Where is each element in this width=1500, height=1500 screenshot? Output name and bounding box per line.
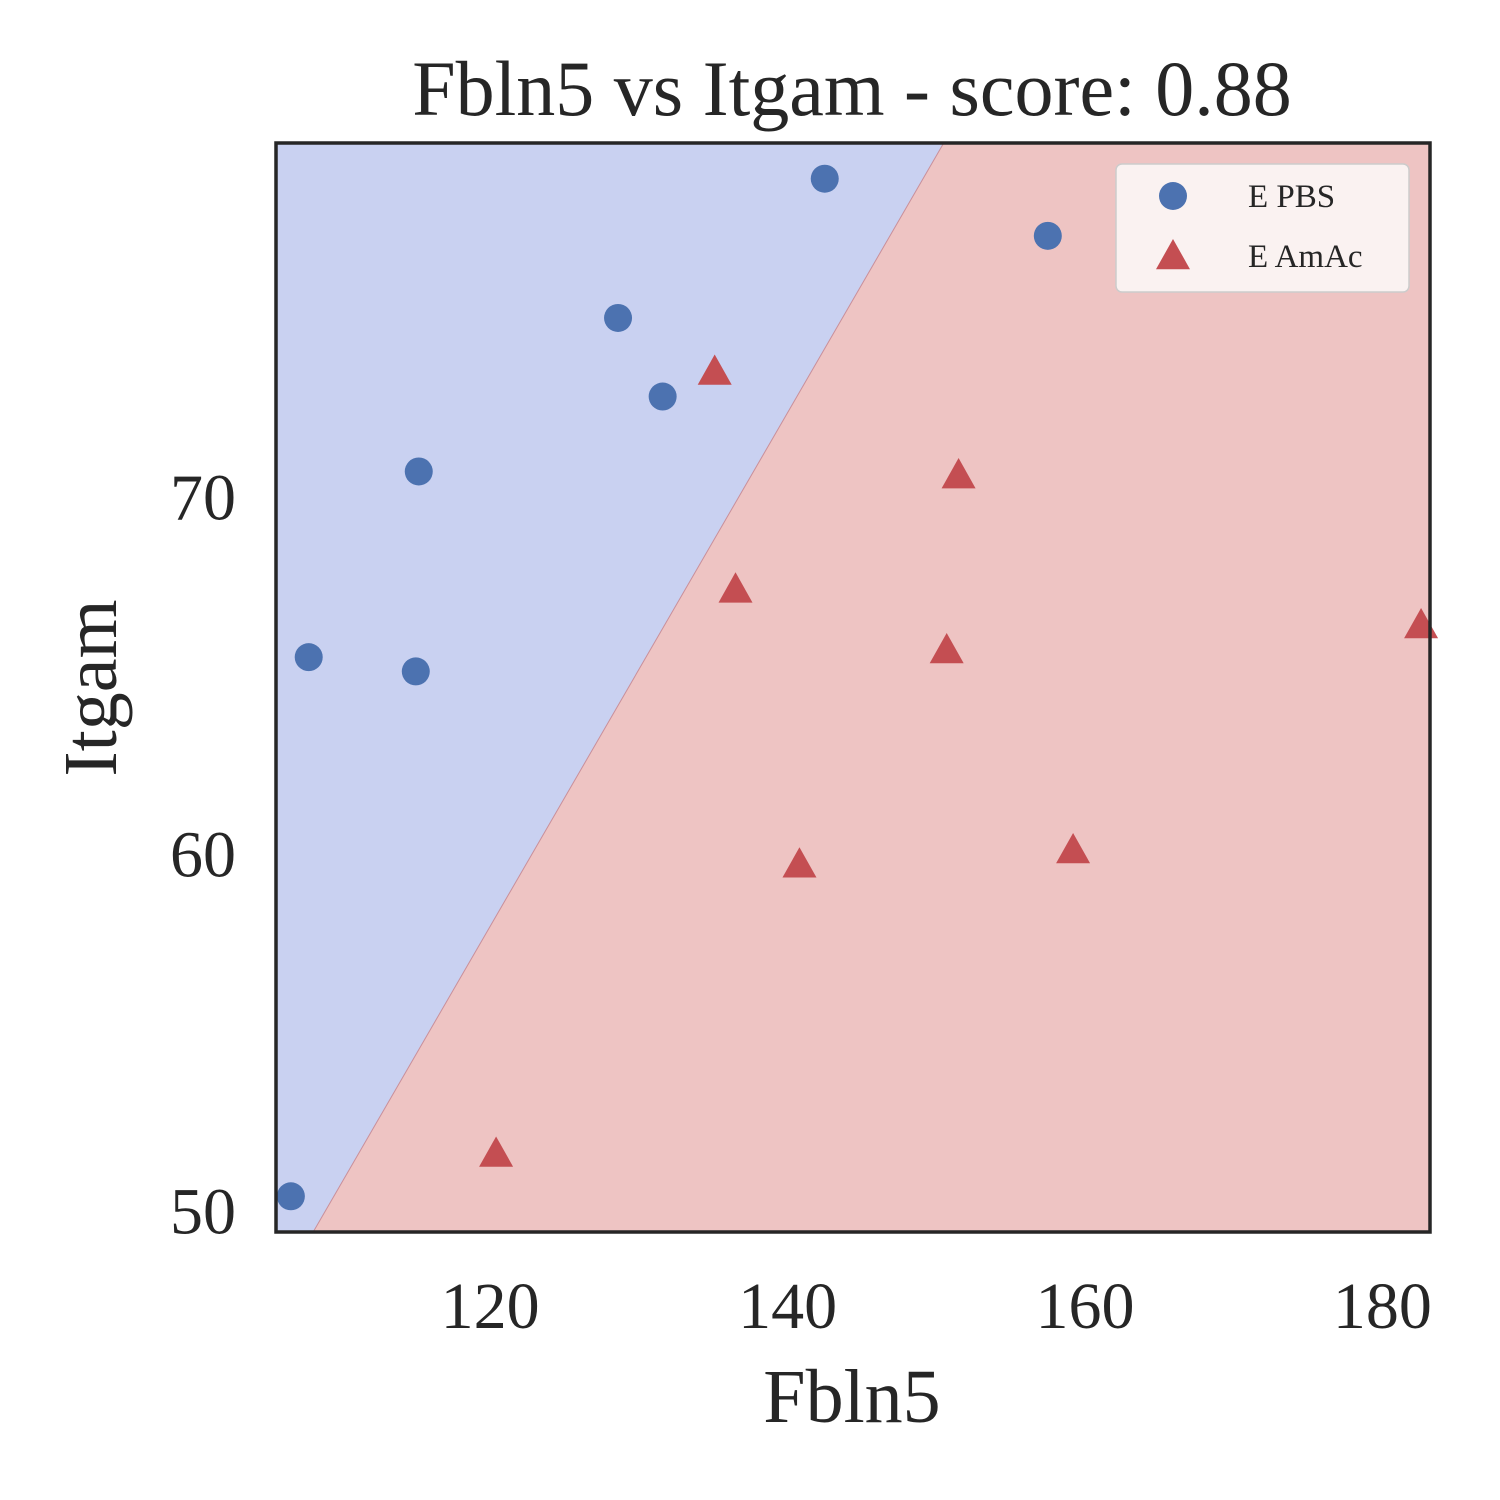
data-point-e-pbs [810,164,839,193]
data-point-e-amac [718,572,753,603]
data-point-e-amac [1056,832,1091,864]
data-point-e-pbs [604,303,633,332]
legend-triangle-marker [1156,239,1190,270]
legend-label: E AmAc [1248,239,1363,275]
data-point-e-pbs [276,1182,305,1211]
legend: E PBS E AmAc [1115,163,1410,293]
data-point-e-amac [782,847,817,878]
y-axis-ticks: 50 60 70 [170,461,236,1248]
legend-box [1115,163,1410,293]
y-tick-label: 60 [170,819,236,892]
series-e-pbs [276,164,1062,1211]
chart-title: Fbln5 vs Itgam - score: 0.88 [412,45,1292,132]
x-axis-ticks: 120 140 160 180 [441,1270,1432,1343]
data-point-e-amac [479,1136,514,1167]
y-axis-label: Itgam [49,599,133,776]
y-tick-label: 50 [170,1176,236,1249]
decision-region-e-amac [313,143,1430,1232]
data-point-e-amac [929,633,964,664]
data-point-e-pbs [294,643,323,672]
decision-boundary-line [312,142,945,1233]
data-point-e-amac [941,458,976,489]
x-tick-label: 160 [1035,1270,1134,1343]
plot-frame [274,141,1432,1234]
x-tick-label: 140 [738,1270,837,1343]
data-points [276,164,1439,1211]
legend-circle-marker [1159,182,1187,210]
decision-region-e-pbs [276,143,944,1232]
plot-area [276,142,1439,1233]
y-tick-label: 70 [170,461,236,534]
data-point-e-pbs [648,382,677,411]
x-tick-label: 180 [1333,1270,1432,1343]
legend-item-e-pbs: E PBS [1159,179,1335,215]
x-axis-label: Fbln5 [763,1355,940,1439]
data-point-e-amac [697,354,732,385]
x-tick-label: 120 [441,1270,540,1343]
data-point-e-pbs [401,657,430,686]
legend-label: E PBS [1248,179,1335,215]
data-point-e-pbs [404,457,433,486]
series-e-amac [479,354,1439,1167]
legend-item-e-amac: E AmAc [1156,239,1363,275]
data-point-e-pbs [1033,221,1062,250]
